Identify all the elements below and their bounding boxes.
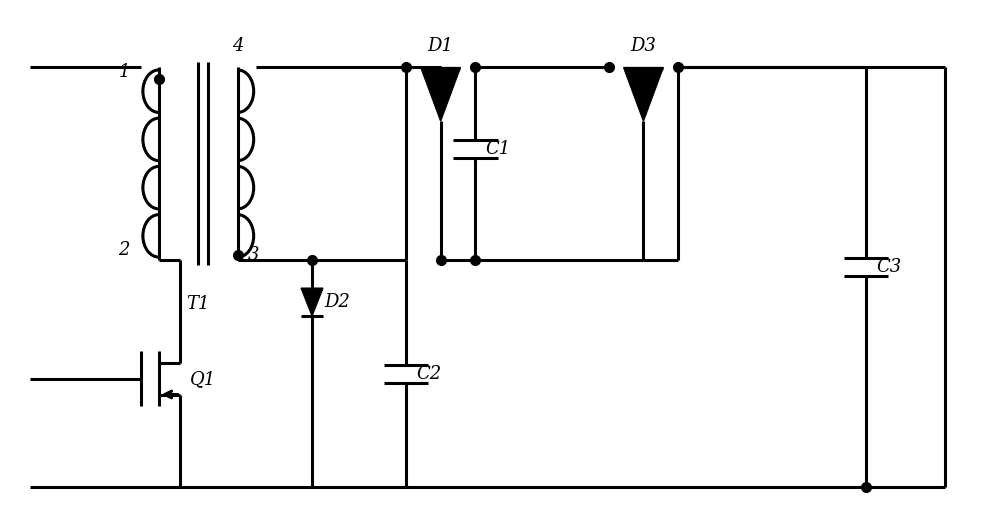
- Text: 2: 2: [118, 241, 130, 259]
- Text: 1: 1: [118, 63, 130, 81]
- Text: C2: C2: [416, 365, 441, 383]
- Text: D3: D3: [630, 37, 656, 55]
- Text: T1: T1: [187, 296, 210, 314]
- Polygon shape: [624, 67, 663, 121]
- Text: C1: C1: [485, 140, 510, 158]
- Text: 4: 4: [232, 37, 244, 55]
- Polygon shape: [421, 67, 460, 121]
- Text: D2: D2: [324, 293, 350, 311]
- Text: 3: 3: [248, 246, 259, 264]
- Polygon shape: [301, 288, 323, 316]
- Text: D1: D1: [428, 37, 454, 55]
- Text: C3: C3: [876, 259, 901, 277]
- Text: Q1: Q1: [190, 370, 217, 388]
